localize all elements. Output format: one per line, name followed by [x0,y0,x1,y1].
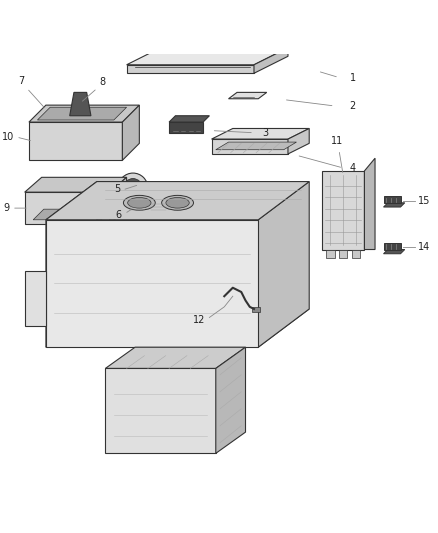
Polygon shape [25,192,110,224]
Text: 12: 12 [193,314,205,325]
Polygon shape [364,158,375,249]
Polygon shape [37,107,127,120]
Polygon shape [70,92,91,116]
Text: 8: 8 [99,77,106,87]
Polygon shape [110,177,127,224]
Polygon shape [258,182,309,347]
Polygon shape [254,48,288,73]
Text: 6: 6 [115,210,121,220]
Ellipse shape [162,196,194,210]
Ellipse shape [166,198,189,208]
Polygon shape [106,347,246,368]
Polygon shape [216,347,246,454]
Polygon shape [384,243,400,249]
Polygon shape [127,48,288,65]
Polygon shape [46,182,97,347]
Polygon shape [150,201,166,212]
Text: 10: 10 [2,132,14,142]
Polygon shape [384,249,405,254]
Ellipse shape [124,196,155,210]
Polygon shape [352,249,360,258]
Text: 11: 11 [331,136,343,147]
Ellipse shape [127,198,151,208]
Polygon shape [46,182,309,220]
Ellipse shape [150,198,166,205]
Polygon shape [339,249,347,258]
Polygon shape [169,116,209,122]
Polygon shape [212,139,288,154]
Text: 9: 9 [4,203,10,213]
Polygon shape [25,177,127,192]
Polygon shape [216,142,297,150]
Text: 5: 5 [114,184,120,194]
Text: 7: 7 [18,76,25,86]
Polygon shape [252,307,260,312]
Circle shape [118,173,148,203]
Text: 1: 1 [350,72,356,83]
Polygon shape [384,197,400,203]
Polygon shape [33,209,112,220]
Polygon shape [169,122,203,133]
Polygon shape [46,309,309,347]
Polygon shape [127,65,254,73]
Polygon shape [129,201,145,212]
Polygon shape [229,92,267,99]
Polygon shape [212,128,309,139]
Ellipse shape [129,198,145,205]
Ellipse shape [132,199,142,204]
Text: 14: 14 [417,243,430,253]
Polygon shape [322,171,364,249]
Polygon shape [384,203,405,207]
Ellipse shape [153,199,164,204]
Polygon shape [25,271,46,326]
Polygon shape [46,220,258,347]
Text: 15: 15 [417,196,430,206]
Polygon shape [122,105,139,160]
Polygon shape [106,368,216,454]
Text: 2: 2 [350,101,356,111]
Polygon shape [326,249,335,258]
Text: 4: 4 [350,163,356,173]
Polygon shape [288,128,309,154]
Polygon shape [29,105,139,122]
Circle shape [124,179,142,197]
Text: 3: 3 [262,128,268,138]
Polygon shape [29,122,122,160]
